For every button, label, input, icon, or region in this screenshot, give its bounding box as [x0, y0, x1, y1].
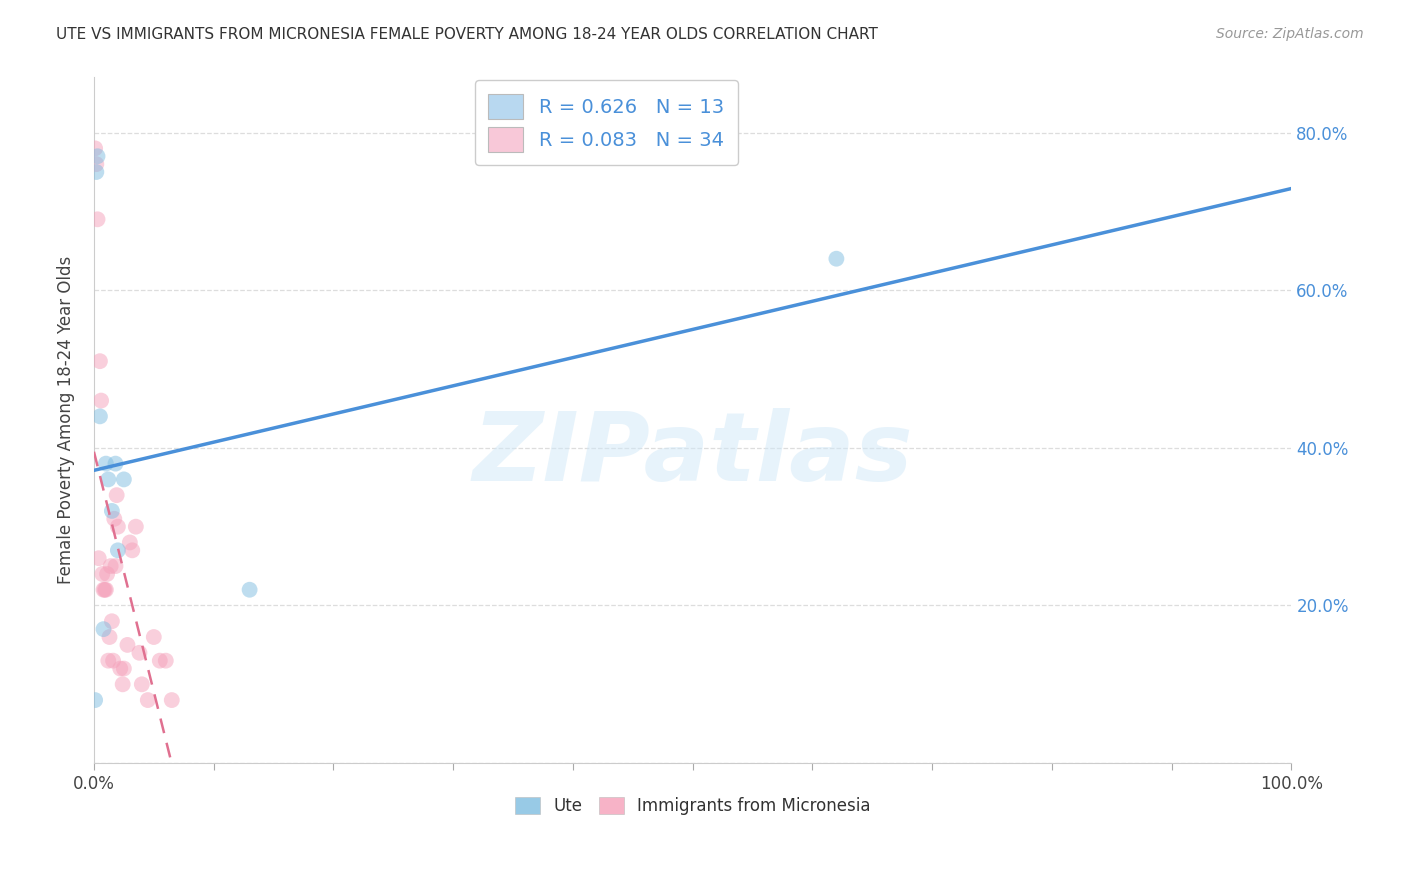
- Point: [97, 654, 120, 668]
- Point: [101, 654, 124, 668]
- Point: [89, 409, 111, 424]
- Point: [105, 488, 128, 502]
- Point: [104, 559, 127, 574]
- Point: [86, 165, 108, 179]
- Point: [128, 646, 150, 660]
- Point: [112, 661, 135, 675]
- Point: [111, 677, 134, 691]
- Point: [84, 141, 107, 155]
- Point: [104, 457, 127, 471]
- Point: [825, 252, 848, 266]
- Point: [131, 677, 153, 691]
- Point: [94, 582, 117, 597]
- Point: [84, 693, 107, 707]
- Point: [93, 582, 115, 597]
- Y-axis label: Female Poverty Among 18-24 Year Olds: Female Poverty Among 18-24 Year Olds: [58, 256, 75, 584]
- Point: [91, 566, 114, 581]
- Point: [121, 543, 143, 558]
- Text: Source: ZipAtlas.com: Source: ZipAtlas.com: [1216, 27, 1364, 41]
- Point: [86, 149, 108, 163]
- Point: [98, 630, 121, 644]
- Legend: Ute, Immigrants from Micronesia: Ute, Immigrants from Micronesia: [506, 789, 879, 823]
- Point: [125, 519, 148, 533]
- Point: [149, 654, 172, 668]
- Point: [94, 457, 117, 471]
- Point: [117, 638, 139, 652]
- Point: [96, 566, 118, 581]
- Point: [107, 543, 129, 558]
- Point: [155, 654, 177, 668]
- Text: ZIPatlas: ZIPatlas: [472, 408, 912, 501]
- Point: [86, 157, 108, 171]
- Point: [100, 559, 122, 574]
- Point: [160, 693, 183, 707]
- Point: [107, 519, 129, 533]
- Point: [136, 693, 159, 707]
- Point: [112, 472, 135, 486]
- Point: [142, 630, 165, 644]
- Point: [239, 582, 262, 597]
- Point: [118, 535, 141, 549]
- Point: [89, 354, 111, 368]
- Point: [93, 622, 115, 636]
- Point: [87, 551, 110, 566]
- Point: [97, 472, 120, 486]
- Point: [93, 582, 115, 597]
- Point: [101, 614, 124, 628]
- Point: [110, 661, 132, 675]
- Point: [86, 212, 108, 227]
- Text: UTE VS IMMIGRANTS FROM MICRONESIA FEMALE POVERTY AMONG 18-24 YEAR OLDS CORRELATI: UTE VS IMMIGRANTS FROM MICRONESIA FEMALE…: [56, 27, 879, 42]
- Point: [101, 504, 124, 518]
- Point: [103, 512, 125, 526]
- Point: [90, 393, 112, 408]
